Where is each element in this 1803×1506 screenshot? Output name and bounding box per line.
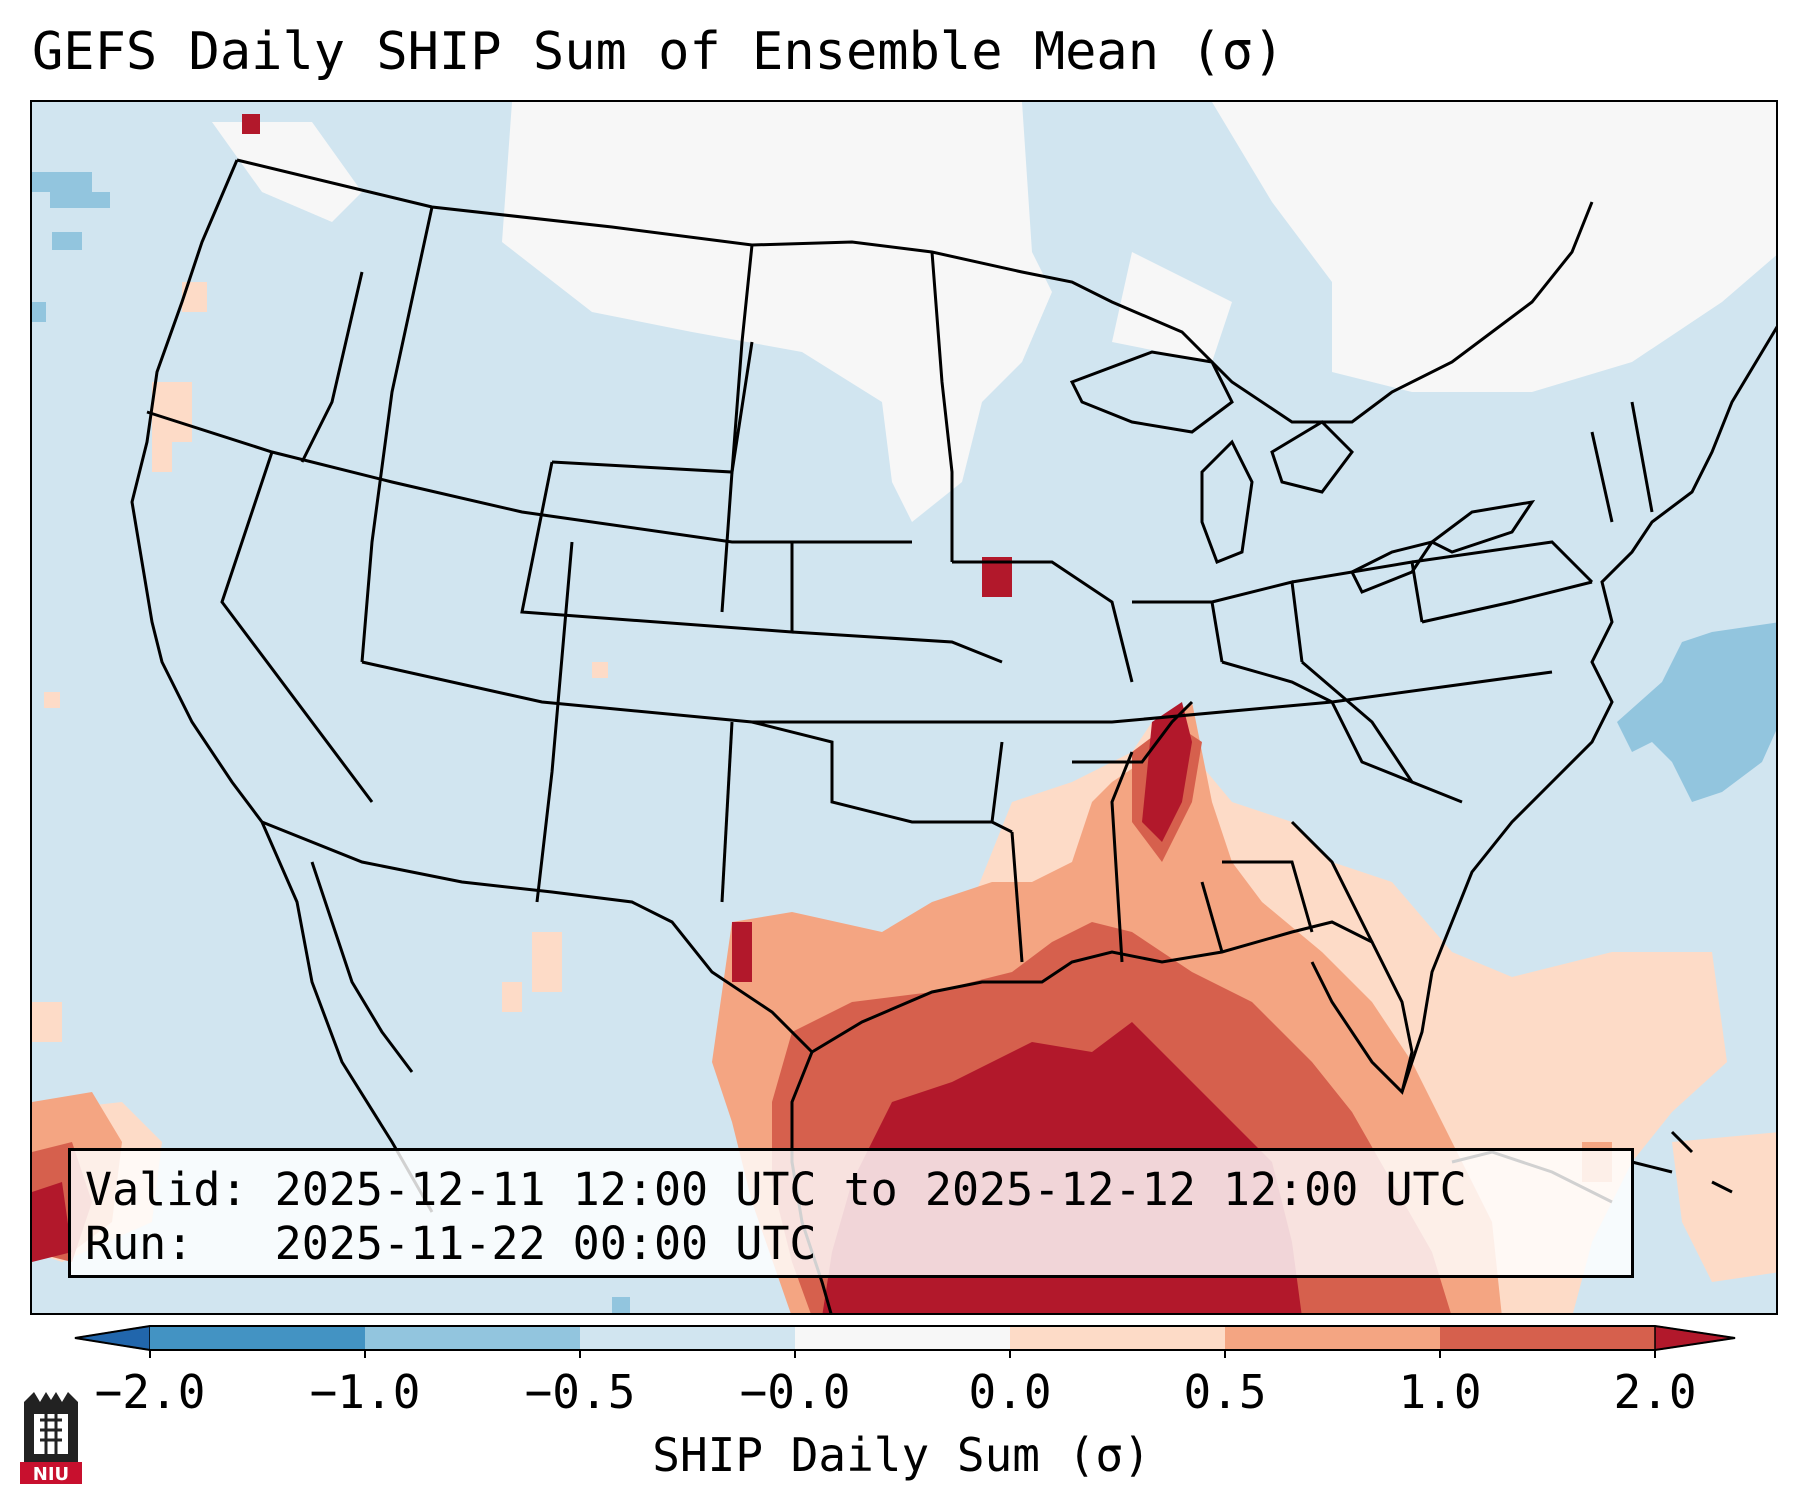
near-zero-anomaly-region bbox=[212, 102, 1776, 522]
niu-logo-grid bbox=[40, 1414, 62, 1454]
niu-logo: NIU bbox=[20, 1392, 82, 1485]
map-canvas bbox=[32, 102, 1776, 1313]
colorbar-tick-label: −0.0 bbox=[739, 1365, 851, 1419]
colorbar-bin bbox=[580, 1326, 795, 1350]
colorbar-tick-label: 2.0 bbox=[1613, 1365, 1697, 1419]
colorbar bbox=[74, 1325, 1736, 1358]
colorbar-tick-label: −0.5 bbox=[524, 1365, 636, 1419]
map-panel bbox=[30, 100, 1778, 1315]
niu-logo-band bbox=[20, 1462, 82, 1484]
negative-anomaly-region bbox=[32, 172, 1776, 1313]
colorbar-bin bbox=[365, 1326, 580, 1350]
colorbar-bin bbox=[1010, 1326, 1225, 1350]
run-line: Run: 2025-11-22 00:00 UTC bbox=[85, 1217, 1631, 1271]
political-boundaries bbox=[130, 158, 1776, 1313]
colorbar-bin bbox=[1440, 1326, 1655, 1350]
valid-label: Valid: bbox=[85, 1163, 248, 1216]
niu-logo-text: NIU bbox=[33, 1464, 69, 1485]
colorbar-bin bbox=[795, 1326, 1010, 1350]
colorbar-bin bbox=[150, 1326, 365, 1350]
colorbar-tick-label: −1.0 bbox=[309, 1365, 421, 1419]
colorbar-label: SHIP Daily Sum (σ) bbox=[652, 1428, 1151, 1482]
valid-line: Valid: 2025-12-11 12:00 UTC to 2025-12-1… bbox=[85, 1163, 1631, 1217]
valid-value: 2025-12-11 12:00 UTC to 2025-12-12 12:00… bbox=[274, 1163, 1467, 1216]
colorbar-bin bbox=[1225, 1326, 1440, 1350]
run-label: Run: bbox=[85, 1217, 194, 1270]
colorbar-extend-high bbox=[1654, 1325, 1736, 1351]
chart-title: GEFS Daily SHIP Sum of Ensemble Mean (σ) bbox=[32, 22, 1285, 82]
colorbar-tick-label: −2.0 bbox=[94, 1365, 206, 1419]
colorbar-tick-label: 1.0 bbox=[1398, 1365, 1482, 1419]
info-box: Valid: 2025-12-11 12:00 UTC to 2025-12-1… bbox=[68, 1148, 1634, 1278]
colorbar-extend-low bbox=[74, 1325, 151, 1351]
colorbar-tick-label: 0.5 bbox=[1183, 1365, 1267, 1419]
colorbar-tick-label: 0.0 bbox=[968, 1365, 1052, 1419]
run-value: 2025-11-22 00:00 UTC bbox=[274, 1217, 817, 1270]
